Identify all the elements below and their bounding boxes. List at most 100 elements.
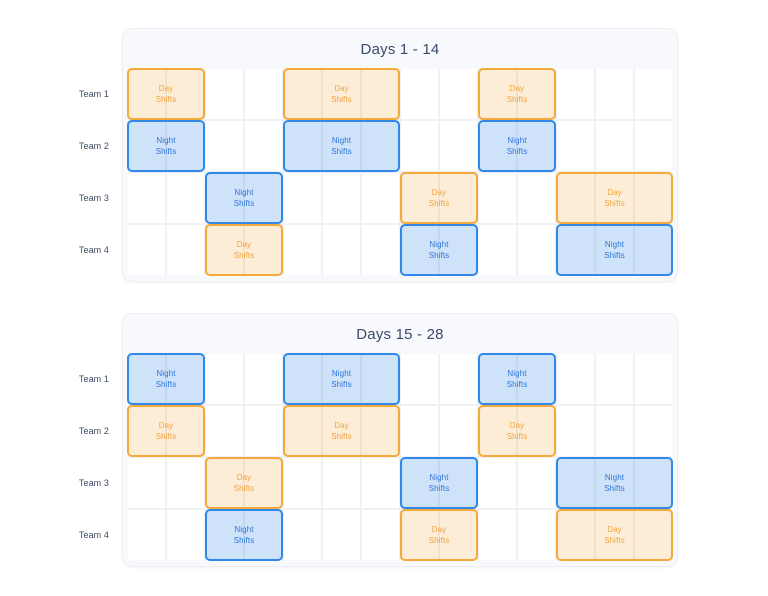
panel-title: Days 1 - 14 xyxy=(360,40,440,58)
grid-cell xyxy=(206,69,243,119)
shift-block-day: Day Shifts xyxy=(205,457,283,509)
grid-cell xyxy=(401,225,438,275)
grid-cell xyxy=(635,121,672,171)
grid-cell xyxy=(440,173,477,223)
grid-cell xyxy=(128,69,165,119)
shift-block-night: Night Shifts xyxy=(283,353,400,405)
grid-cell xyxy=(635,406,672,456)
grid-cell xyxy=(362,173,399,223)
grid-cell xyxy=(167,510,204,560)
grid-cell xyxy=(323,121,360,171)
grid-cell xyxy=(635,225,672,275)
grid-cell xyxy=(440,69,477,119)
grid-cell xyxy=(557,406,594,456)
grid-cell xyxy=(518,458,555,508)
schedule-section: Team 1 Team 2 Team 3 Team 4 Days 1 - 14 Day S… xyxy=(0,28,768,282)
shift-block-day: Day Shifts xyxy=(478,405,556,457)
shift-block-night: Night Shifts xyxy=(127,120,205,172)
grid-cell xyxy=(284,510,321,560)
grid-cell xyxy=(206,510,243,560)
shift-block-night: Night Shifts xyxy=(205,172,283,224)
team-labels-column: Team 1 Team 2 Team 3 Team 4 xyxy=(0,313,122,567)
shift-block-night: Night Shifts xyxy=(400,457,478,509)
shift-block-night: Night Shifts xyxy=(205,509,283,561)
shift-block-day: Day Shifts xyxy=(283,405,400,457)
grid-cell xyxy=(128,173,165,223)
shift-block-day: Day Shifts xyxy=(556,509,673,561)
grid-cell xyxy=(635,458,672,508)
grid-cell xyxy=(401,121,438,171)
grid-cell xyxy=(284,173,321,223)
grid-cell xyxy=(440,458,477,508)
grid-cell xyxy=(284,121,321,171)
shift-block-night: Night Shifts xyxy=(478,120,556,172)
grid-cell xyxy=(284,406,321,456)
grid-cell xyxy=(479,69,516,119)
grid-cell xyxy=(128,225,165,275)
grid-cell xyxy=(128,121,165,171)
grid-cell xyxy=(128,406,165,456)
team-label: Team 1 xyxy=(78,89,109,99)
grid-cell xyxy=(128,510,165,560)
grid-cell xyxy=(518,69,555,119)
grid-cell xyxy=(167,225,204,275)
grid-cell xyxy=(518,173,555,223)
grid-cell xyxy=(401,406,438,456)
grid-cell xyxy=(206,458,243,508)
grid-cell xyxy=(284,69,321,119)
grid-cell xyxy=(362,121,399,171)
grid-cell xyxy=(401,173,438,223)
team-label: Team 3 xyxy=(78,193,109,203)
team-label: Team 2 xyxy=(78,426,109,436)
grid-cell xyxy=(245,173,282,223)
grid-cell xyxy=(401,354,438,404)
shift-block-night: Night Shifts xyxy=(400,224,478,276)
shift-block-night: Night Shifts xyxy=(478,353,556,405)
shift-block-night: Night Shifts xyxy=(556,224,673,276)
grid-cell xyxy=(362,69,399,119)
grid-cell xyxy=(167,121,204,171)
grid-cell xyxy=(167,458,204,508)
team-label: Team 4 xyxy=(78,245,109,255)
grid-cell xyxy=(362,458,399,508)
grid-cell xyxy=(206,121,243,171)
grid-cell xyxy=(440,510,477,560)
grid-cell xyxy=(206,406,243,456)
grid-cell xyxy=(596,458,633,508)
grid-cell xyxy=(323,69,360,119)
shift-block-night: Night Shifts xyxy=(127,353,205,405)
grid-cell xyxy=(245,69,282,119)
grid-cell xyxy=(167,173,204,223)
grid-cell xyxy=(479,354,516,404)
grid-cell xyxy=(596,225,633,275)
grid-cell xyxy=(245,225,282,275)
grid-cell xyxy=(635,173,672,223)
grid-cell xyxy=(128,354,165,404)
schedule-panel: Days 1 - 14 Day Shifts Day Shifts Day Shift… xyxy=(122,28,678,282)
grid-cell xyxy=(635,69,672,119)
schedule-grid: Day Shifts Day Shifts Day Shifts Night Shif… xyxy=(127,68,673,276)
grid-cell xyxy=(479,173,516,223)
grid-cell xyxy=(440,406,477,456)
grid-cell xyxy=(245,121,282,171)
grid-cell xyxy=(323,354,360,404)
grid-cell xyxy=(596,173,633,223)
team-label: Team 1 xyxy=(78,374,109,384)
grid-cell xyxy=(596,354,633,404)
shift-block-day: Day Shifts xyxy=(283,68,400,120)
schedule-section: Team 1 Team 2 Team 3 Team 4 Days 15 - 28 Nigh… xyxy=(0,313,768,567)
grid-cell xyxy=(323,173,360,223)
grid-cell xyxy=(401,510,438,560)
grid-cell xyxy=(596,406,633,456)
grid-cell xyxy=(362,225,399,275)
grid-cell xyxy=(557,510,594,560)
grid-cell xyxy=(167,354,204,404)
grid-cell xyxy=(479,458,516,508)
grid-cell xyxy=(284,354,321,404)
schedule-grid: Night Shifts Night Shifts Night Shifts Day … xyxy=(127,353,673,561)
grid-cell xyxy=(323,406,360,456)
team-label: Team 3 xyxy=(78,478,109,488)
grid-cell xyxy=(518,225,555,275)
shift-block-day: Day Shifts xyxy=(556,172,673,224)
